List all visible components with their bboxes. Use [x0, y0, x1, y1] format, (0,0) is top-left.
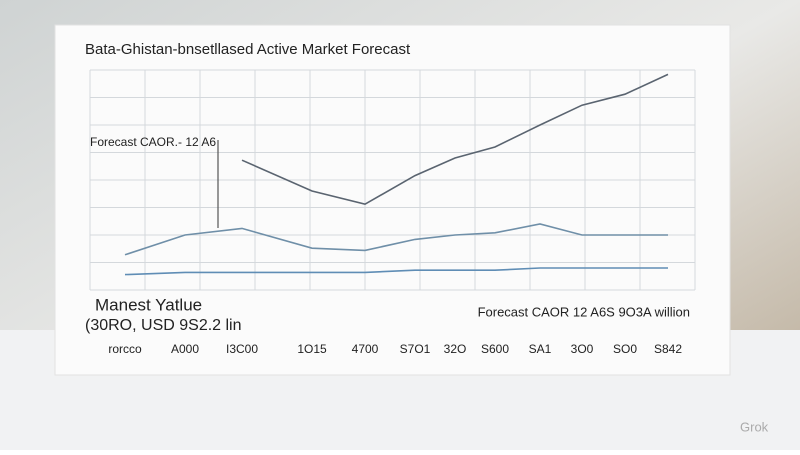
annotation: Manest Yatlue: [95, 295, 202, 314]
x-tick-label: 32O: [444, 342, 467, 356]
x-tick-label: 1O15: [297, 342, 327, 356]
watermark: Grok: [740, 419, 769, 434]
x-tick-label: SA1: [529, 342, 552, 356]
x-tick-label: S842: [654, 342, 682, 356]
chart-title: Bata-Ghistan-bnsetllased Active Market F…: [85, 41, 411, 58]
data-line: [124, 223, 668, 256]
chart-paper: [54, 24, 731, 376]
annotation: Forecast CAOR.- 12 A6: [90, 135, 216, 149]
x-tick-label: SO0: [613, 342, 637, 356]
data-line: [124, 267, 668, 276]
annotation: (30RO, USD 9S2.2 lin: [85, 317, 242, 334]
grid: [89, 69, 696, 291]
x-tick-label: I3C00: [226, 342, 258, 356]
x-tick-label: A000: [171, 342, 199, 356]
annotation: Forecast CAOR 12 A6S 9O3A willion: [478, 304, 690, 319]
x-tick-label: S600: [481, 342, 509, 356]
x-tick-label: 3O0: [571, 342, 594, 356]
x-tick-label: S7O1: [400, 342, 431, 356]
x-tick-label: rorcco: [108, 342, 142, 356]
data-line: [241, 73, 669, 206]
x-tick-label: 4700: [352, 342, 379, 356]
plot: [124, 73, 669, 276]
